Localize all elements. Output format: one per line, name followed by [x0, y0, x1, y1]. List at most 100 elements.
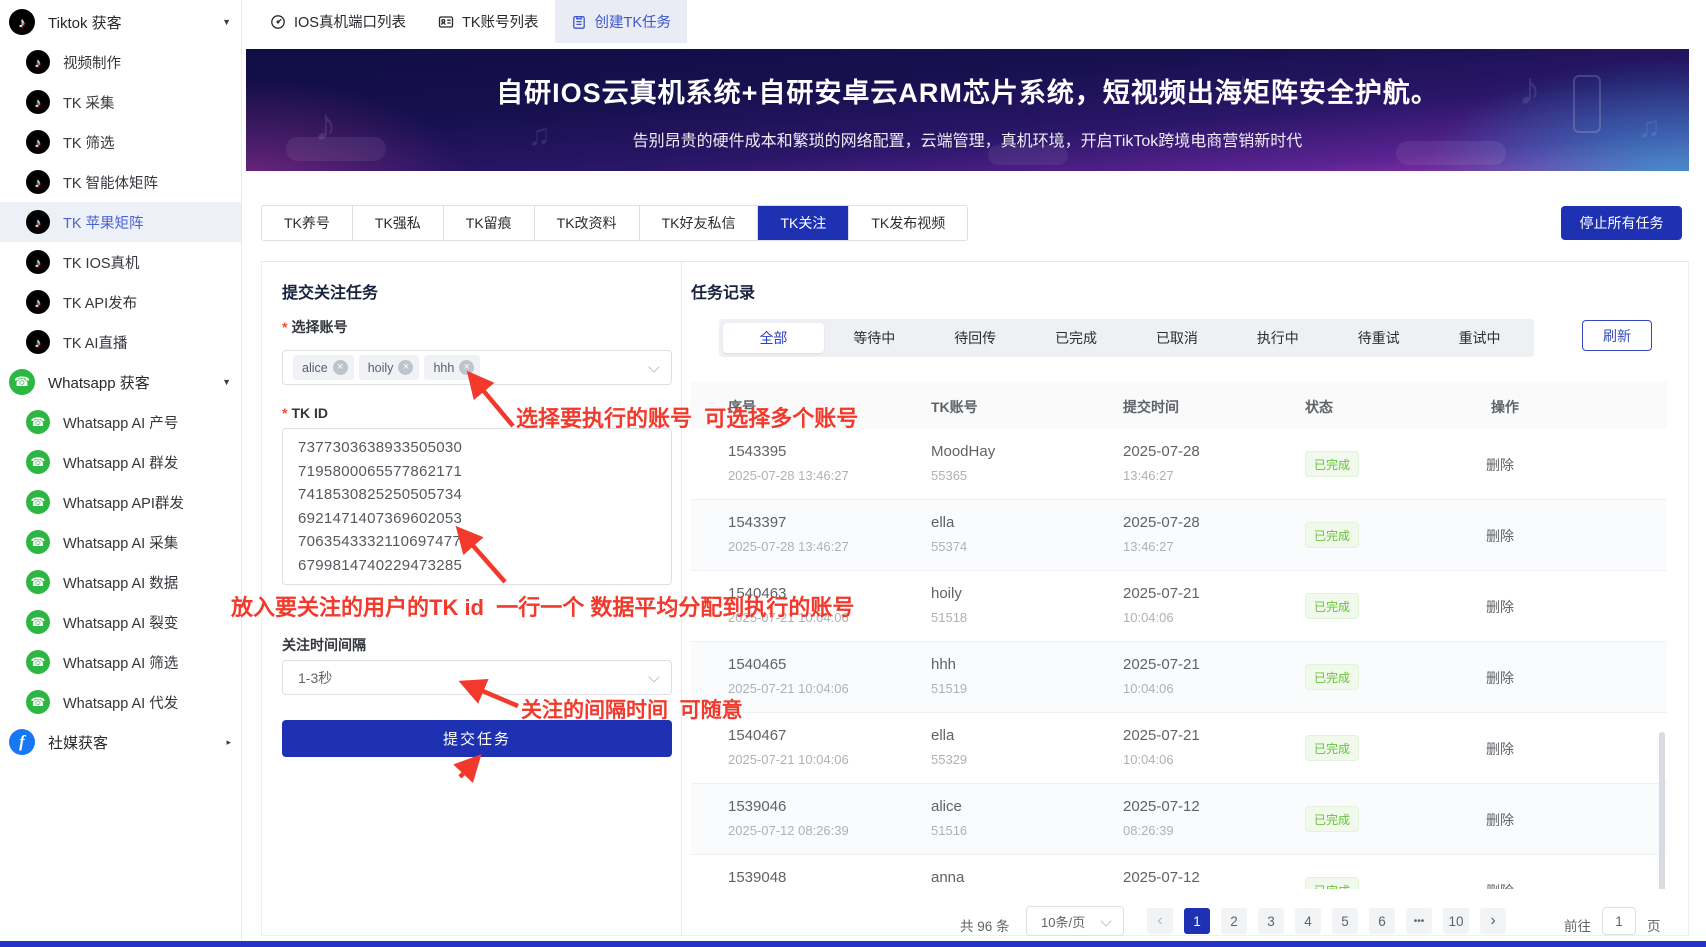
filter-pending-retry[interactable]: 待重试	[1357, 330, 1400, 346]
row-date: 2025-07-28	[1123, 443, 1200, 460]
more-pages-icon[interactable]: •••	[1406, 908, 1432, 934]
refresh-button[interactable]: 刷新	[1582, 320, 1652, 351]
delete-button[interactable]: 删除	[1486, 741, 1514, 757]
table-row: 1540465 2025-07-21 10:04:06 hhh 51519 20…	[691, 642, 1667, 713]
sidebar-item-label: TK 智能体矩阵	[63, 175, 159, 192]
next-page-button[interactable]: ›	[1480, 908, 1506, 934]
delete-button[interactable]: 删除	[1486, 881, 1514, 889]
submit-task-button[interactable]: 提交任务	[282, 720, 672, 757]
delete-button[interactable]: 删除	[1486, 457, 1514, 473]
sidebar-item-wa-bulk-send[interactable]: ☎ Whatsapp AI 群发	[0, 442, 241, 482]
tkid-field-label: * TK ID	[282, 405, 329, 421]
chevron-right-icon[interactable]: ▸	[226, 736, 231, 747]
tab-tk-force-dm[interactable]: TK强私	[353, 206, 444, 240]
page-button-4[interactable]: 4	[1295, 908, 1321, 934]
header-tab-label: IOS真机端口列表	[294, 15, 406, 31]
sidebar-item-wa-api-bulk[interactable]: ☎ Whatsapp API群发	[0, 482, 241, 522]
account-tag-label: hhh	[433, 360, 455, 375]
filter-completed[interactable]: 已完成	[1055, 330, 1098, 346]
close-icon[interactable]: ×	[332, 360, 348, 375]
id-card-icon	[438, 15, 454, 28]
chevron-down-icon[interactable]: ▼	[222, 377, 231, 387]
sidebar-item-tk-filter[interactable]: ♪ TK 筛选	[0, 122, 241, 162]
delete-button[interactable]: 删除	[1486, 812, 1514, 828]
page-button-6[interactable]: 6	[1369, 908, 1395, 934]
sidebar-item-wa-data[interactable]: ☎ Whatsapp AI 数据	[0, 562, 241, 602]
required-marker: *	[282, 405, 288, 421]
filter-cancelled[interactable]: 已取消	[1155, 330, 1198, 346]
facebook-icon: f	[9, 729, 35, 755]
sidebar-item-tk-apple-matrix[interactable]: ♪ TK 苹果矩阵	[0, 202, 241, 242]
account-tag-label: alice	[302, 360, 328, 375]
sidebar-item-wa-filter[interactable]: ☎ Whatsapp AI 筛选	[0, 642, 241, 682]
filter-running[interactable]: 执行中	[1256, 330, 1299, 346]
sidebar-group-social-media[interactable]: f 社媒获客 ▸	[0, 722, 241, 762]
tab-tk-friend-dm[interactable]: TK好友私信	[640, 206, 759, 240]
header-tab-label: TK账号列表	[461, 15, 539, 31]
sidebar-item-tk-ios-device[interactable]: ♪ TK IOS真机	[0, 242, 241, 282]
account-multiselect[interactable]: alice × hoily × hhh ×	[282, 350, 672, 385]
prev-page-button[interactable]: ‹	[1147, 908, 1173, 934]
row-time: 10:04:06	[1123, 752, 1174, 767]
account-tag: hhh ×	[424, 355, 481, 380]
tkid-textarea[interactable]: 7377303638933505030 7195800065577862171 …	[282, 428, 672, 585]
goto-suffix: 页	[1647, 919, 1661, 934]
sidebar-item-wa-proxy-send[interactable]: ☎ Whatsapp AI 代发	[0, 682, 241, 722]
sidebar-group-whatsapp[interactable]: ☎ Whatsapp 获客 ▼	[0, 362, 241, 402]
header-tab-tk-account-list[interactable]: TK账号列表	[422, 0, 555, 43]
scrollbar-thumb[interactable]	[1659, 732, 1665, 889]
tab-tk-trace[interactable]: TK留痕	[444, 206, 535, 240]
tab-tk-follow[interactable]: TK关注	[758, 206, 850, 240]
page-size-select[interactable]: 10条/页	[1026, 906, 1124, 936]
goto-page-input[interactable]	[1602, 907, 1636, 935]
table-header: 序号 TK账号 提交时间 状态 操作	[691, 382, 1667, 429]
header-tab-ios-port-list[interactable]: IOS真机端口列表	[254, 0, 422, 43]
row-id: 1540467	[728, 727, 787, 744]
sidebar-item-label: Whatsapp AI 采集	[63, 535, 179, 552]
filter-retrying[interactable]: 重试中	[1458, 330, 1501, 346]
tiktok-icon: ♪	[26, 250, 50, 274]
chevron-down-icon[interactable]: ▼	[222, 17, 231, 27]
main-panel: 提交关注任务 * 选择账号 alice × hoily × hhh × * TK I…	[261, 261, 1689, 936]
filter-all[interactable]: 全部	[723, 323, 824, 353]
page-button-2[interactable]: 2	[1221, 908, 1247, 934]
sidebar-item-video-production[interactable]: ♪ 视频制作	[0, 42, 241, 82]
header-tab-label: 创建TK任务	[594, 15, 672, 31]
sidebar-group-label: 社媒获客	[48, 734, 109, 752]
sidebar-item-tk-ai-live[interactable]: ♪ TK AI直播	[0, 322, 241, 362]
tab-tk-publish-video[interactable]: TK发布视频	[871, 215, 946, 231]
stop-all-tasks-button[interactable]: 停止所有任务	[1561, 206, 1682, 240]
pagination: 共 96 条 10条/页 ‹ 1 2 3 4 5 6 ••• 10 › 前往 页	[691, 902, 1681, 938]
delete-button[interactable]: 删除	[1486, 599, 1514, 615]
sidebar-item-tk-agent-matrix[interactable]: ♪ TK 智能体矩阵	[0, 162, 241, 202]
row-id-sub: 2025-07-12 08:26:39	[728, 823, 849, 838]
close-icon[interactable]: ×	[459, 360, 475, 375]
close-icon[interactable]: ×	[398, 360, 414, 375]
sidebar-item-label: TK API发布	[63, 295, 138, 312]
tab-tk-edit-profile[interactable]: TK改资料	[535, 206, 640, 240]
status-badge: 已完成	[1305, 451, 1359, 477]
filter-waiting[interactable]: 等待中	[853, 330, 896, 346]
row-account: alice	[931, 798, 962, 815]
header-tab-create-tk-task[interactable]: 创建TK任务	[554, 0, 688, 43]
tab-tk-nurture[interactable]: TK养号	[262, 206, 353, 240]
sidebar-item-tk-collect[interactable]: ♪ TK 采集	[0, 82, 241, 122]
delete-button[interactable]: 删除	[1486, 670, 1514, 686]
whatsapp-icon: ☎	[26, 690, 50, 714]
sidebar-item-tk-api-publish[interactable]: ♪ TK API发布	[0, 282, 241, 322]
filter-pending-upload[interactable]: 待回传	[954, 330, 997, 346]
row-account: ella	[931, 514, 955, 531]
sidebar-group-tiktok[interactable]: ♪ Tiktok 获客 ▼	[0, 2, 241, 42]
column-header-id: 序号	[728, 399, 756, 415]
sidebar-item-wa-collect[interactable]: ☎ Whatsapp AI 采集	[0, 522, 241, 562]
tiktok-icon: ♪	[26, 210, 50, 234]
delete-button[interactable]: 删除	[1486, 528, 1514, 544]
sidebar-item-wa-fission[interactable]: ☎ Whatsapp AI 裂变	[0, 602, 241, 642]
page-button-3[interactable]: 3	[1258, 908, 1284, 934]
sidebar-item-wa-produce[interactable]: ☎ Whatsapp AI 产号	[0, 402, 241, 442]
row-id-sub: 2025-07-21 10:04:06	[728, 681, 849, 696]
page-button-10[interactable]: 10	[1443, 908, 1469, 934]
page-button-5[interactable]: 5	[1332, 908, 1358, 934]
interval-select[interactable]: 1-3秒	[282, 660, 672, 695]
page-button-1[interactable]: 1	[1184, 908, 1210, 934]
